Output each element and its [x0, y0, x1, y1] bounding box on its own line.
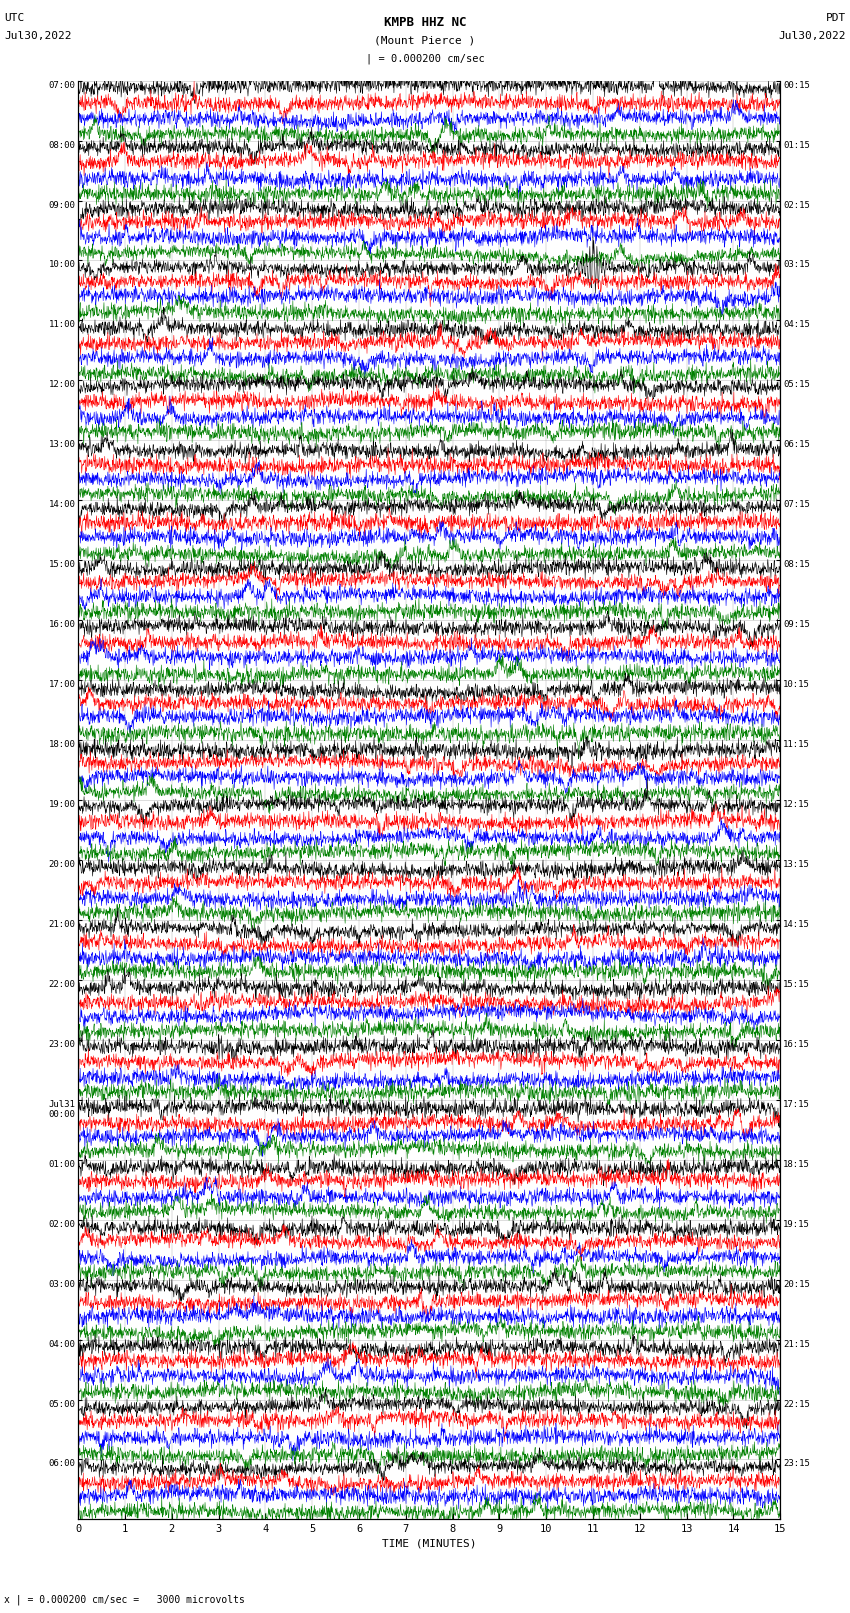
Text: Jul30,2022: Jul30,2022: [4, 31, 71, 40]
Text: | = 0.000200 cm/sec: | = 0.000200 cm/sec: [366, 53, 484, 65]
Text: UTC: UTC: [4, 13, 25, 23]
X-axis label: TIME (MINUTES): TIME (MINUTES): [382, 1539, 477, 1548]
Text: (Mount Pierce ): (Mount Pierce ): [374, 35, 476, 45]
Text: PDT: PDT: [825, 13, 846, 23]
Text: Jul30,2022: Jul30,2022: [779, 31, 846, 40]
Text: x | = 0.000200 cm/sec =   3000 microvolts: x | = 0.000200 cm/sec = 3000 microvolts: [4, 1594, 245, 1605]
Text: KMPB HHZ NC: KMPB HHZ NC: [383, 16, 467, 29]
